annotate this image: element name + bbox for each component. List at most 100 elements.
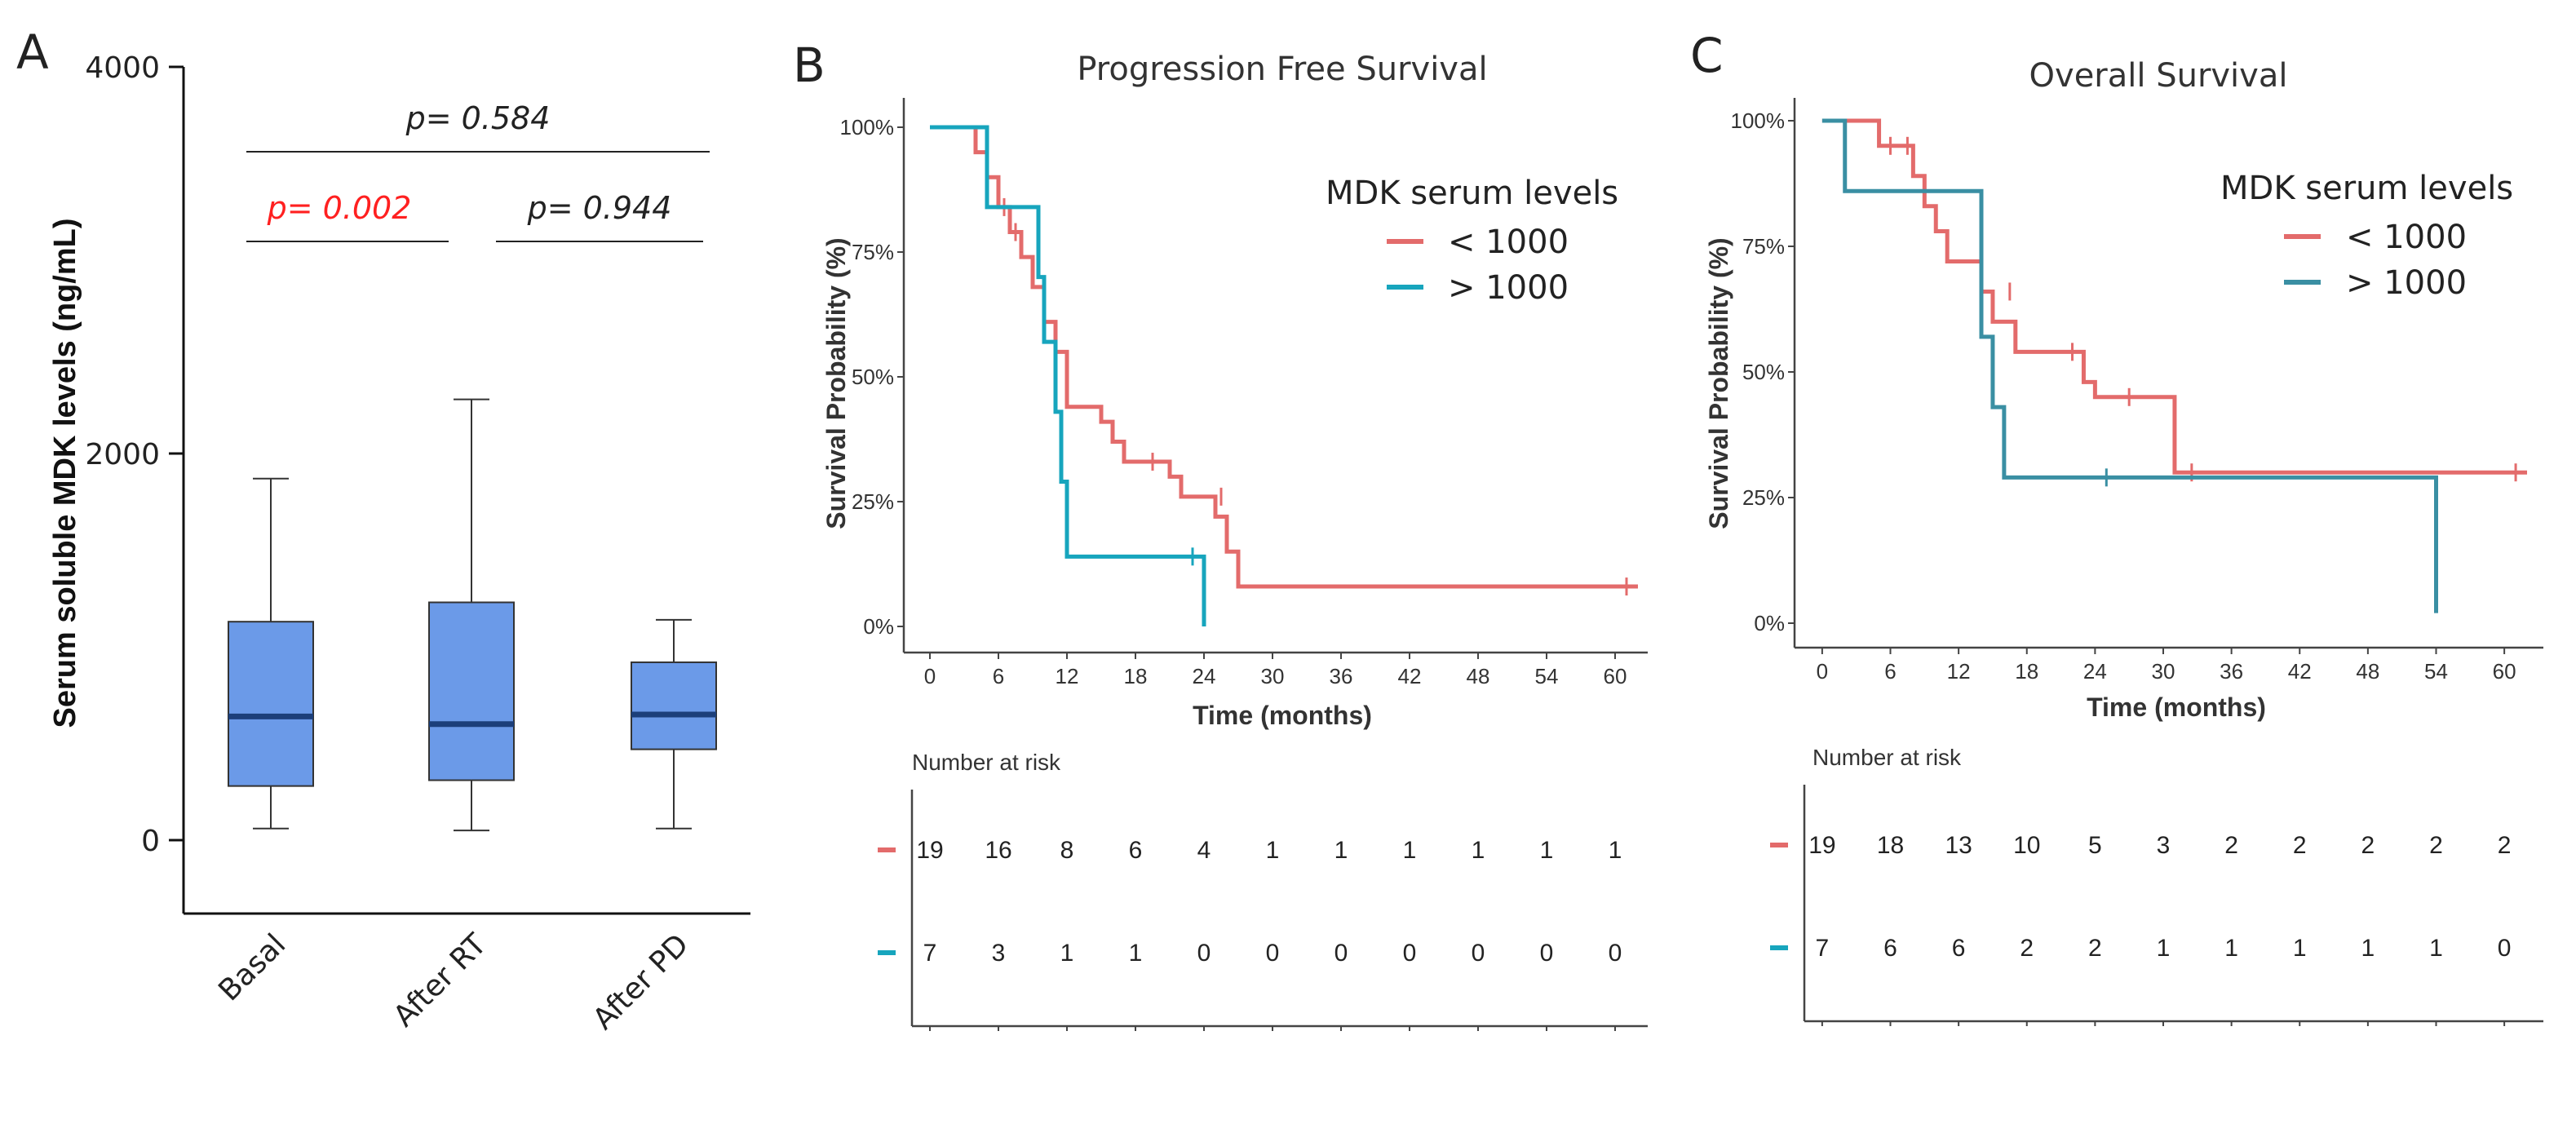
y-tick-label: 0%	[863, 614, 894, 639]
risk-value: 1	[1540, 837, 1554, 864]
risk-value: 7	[923, 940, 937, 967]
risk-value: 7	[1816, 935, 1830, 962]
panel-c-risk-table: Number at risk 19 18 13 10 5 3 2 2 2 2 27 6 6 2 2 1 1 1 1 1…	[1770, 745, 2543, 1026]
x-tick-label: 12	[1947, 659, 1971, 684]
risk-value: 19	[1808, 832, 1835, 859]
x-tick-label: 18	[2015, 659, 2038, 684]
panel-a-significance: p= 0.584 p= 0.002 p= 0.944	[246, 100, 710, 242]
x-tick-label: 30	[1261, 664, 1285, 688]
x-tick-label: 18	[1124, 664, 1148, 688]
risk-value: 2	[2498, 832, 2512, 859]
panel-c-curves	[1821, 118, 2527, 613]
y-tick-label: 25%	[852, 489, 894, 514]
survival-curve	[930, 125, 1638, 589]
risk-value: 8	[1060, 837, 1074, 864]
panel-b-legend-low: < 1000	[1448, 223, 1569, 261]
panel-a-category-label: Basal	[212, 927, 292, 1007]
risk-value: 1	[1403, 837, 1417, 864]
risk-value: 1	[2293, 935, 2307, 962]
panel-b-curves	[930, 125, 1638, 626]
risk-value: 2	[2293, 832, 2307, 859]
risk-value: 3	[2157, 832, 2171, 859]
y-tick-label: 100%	[1731, 108, 1786, 133]
risk-value: 0	[2498, 935, 2512, 962]
y-tick-label: 75%	[852, 240, 894, 264]
panel-a-p-value: p= 0.584	[405, 100, 551, 136]
risk-value: 2	[2429, 832, 2443, 859]
panel-a-y-tick-label: 2000	[85, 438, 160, 471]
risk-value: 0	[1266, 940, 1280, 967]
risk-value: 0	[1540, 940, 1554, 967]
panel-a-y-tick-label: 4000	[85, 51, 160, 85]
panel-b-risk-values: 19 16 8 6 4 1 1 1 1 1 17 3 1 1 0 0 0 0 0 0 0	[878, 837, 1622, 1031]
risk-value: 2	[2088, 935, 2102, 962]
panel-c-legend-low: < 1000	[2346, 219, 2467, 256]
panel-c-legend-high: > 1000	[2346, 264, 2467, 302]
risk-value: 0	[1403, 940, 1417, 967]
panel-c-os: C Overall Survival Survival Probability …	[1690, 28, 2543, 1026]
risk-value: 0	[1334, 940, 1348, 967]
x-tick-label: 24	[1193, 664, 1216, 688]
risk-value: 1	[2361, 935, 2375, 962]
panel-a-boxplot: A Serum soluble MDK levels (ng/mL) 0 2000…	[16, 24, 750, 1037]
panel-c-risk-values: 19 18 13 10 5 3 2 2 2 2 27 6 6 2 2 1 1 1 1 1 0	[1770, 832, 2511, 1026]
risk-value: 1	[1266, 837, 1280, 864]
survival-curve	[930, 125, 1206, 626]
x-tick-label: 6	[1884, 659, 1896, 684]
x-tick-label: 60	[1604, 664, 1627, 688]
risk-value: 2	[2361, 832, 2375, 859]
panel-b-x-label: Time (months)	[1193, 701, 1372, 730]
risk-value: 6	[1129, 837, 1143, 864]
risk-value: 18	[1877, 832, 1904, 859]
risk-value: 1	[1334, 837, 1348, 864]
panel-c-legend: MDK serum levels < 1000 > 1000	[2220, 170, 2513, 302]
x-tick-label: 24	[2083, 659, 2107, 684]
x-tick-label: 0	[1817, 659, 1828, 684]
x-tick-label: 48	[2356, 659, 2379, 684]
y-tick-label: 0%	[1754, 611, 1785, 635]
x-tick-label: 12	[1056, 664, 1079, 688]
risk-value: 16	[985, 837, 1011, 864]
panel-a-y-tick-label: 0	[141, 825, 160, 858]
x-tick-label: 0	[924, 664, 936, 688]
risk-value: 1	[2157, 935, 2171, 962]
y-tick-label: 25%	[1742, 485, 1785, 510]
risk-value: 19	[916, 837, 943, 864]
y-tick-label: 75%	[1742, 234, 1785, 259]
risk-value: 1	[1609, 837, 1622, 864]
x-tick-label: 36	[1330, 664, 1353, 688]
x-tick-label: 42	[2288, 659, 2312, 684]
risk-value: 2	[2020, 935, 2034, 962]
panel-b-legend: MDK serum levels < 1000 > 1000	[1326, 175, 1618, 307]
panel-a-p-value: p= 0.002	[267, 190, 412, 226]
risk-value: 0	[1472, 940, 1485, 967]
risk-value: 6	[1952, 935, 1966, 962]
risk-value: 2	[2224, 832, 2238, 859]
panel-b-risk-title: Number at risk	[912, 750, 1061, 775]
panel-letter-a: A	[16, 24, 49, 80]
risk-value: 3	[992, 940, 1006, 967]
y-tick-label: 100%	[840, 115, 895, 139]
x-tick-label: 36	[2220, 659, 2243, 684]
panel-a-p-value: p= 0.944	[527, 190, 672, 226]
panel-a-box	[631, 661, 717, 750]
panel-c-title: Overall Survival	[2029, 57, 2288, 95]
risk-value: 1	[2224, 935, 2238, 962]
panel-b-ticks: 0% 25% 50% 75% 100% 0 6 12 18 24 30 36 42 48 54 60	[840, 115, 1627, 688]
panel-c-risk-title: Number at risk	[1812, 745, 1962, 770]
risk-value: 1	[2429, 935, 2443, 962]
panel-a-y-ticks: 0 2000 4000	[85, 51, 184, 858]
panel-a-categories: Basal After RT After PD	[212, 927, 695, 1037]
panel-letter-c: C	[1690, 28, 1724, 83]
risk-value: 10	[2013, 832, 2040, 859]
panel-b-y-label: Survival Probability (%)	[821, 237, 851, 529]
panel-a-y-label: Serum soluble MDK levels (ng/mL)	[48, 219, 82, 728]
y-tick-label: 50%	[1742, 360, 1785, 384]
x-tick-label: 60	[2493, 659, 2516, 684]
x-tick-label: 54	[2424, 659, 2448, 684]
risk-value: 13	[1945, 832, 1972, 859]
panel-b-risk-table: Number at risk 19 16 8 6 4 1 1 1 1 1 17 3 1 1 0 0 0 0 0 0 0	[878, 750, 1648, 1031]
risk-value: 4	[1197, 837, 1211, 864]
y-tick-label: 50%	[852, 365, 894, 389]
panel-c-ticks: 0% 25% 50% 75% 100% 0 6 12 18 24 30 36 42 48 54 60	[1731, 108, 2516, 684]
